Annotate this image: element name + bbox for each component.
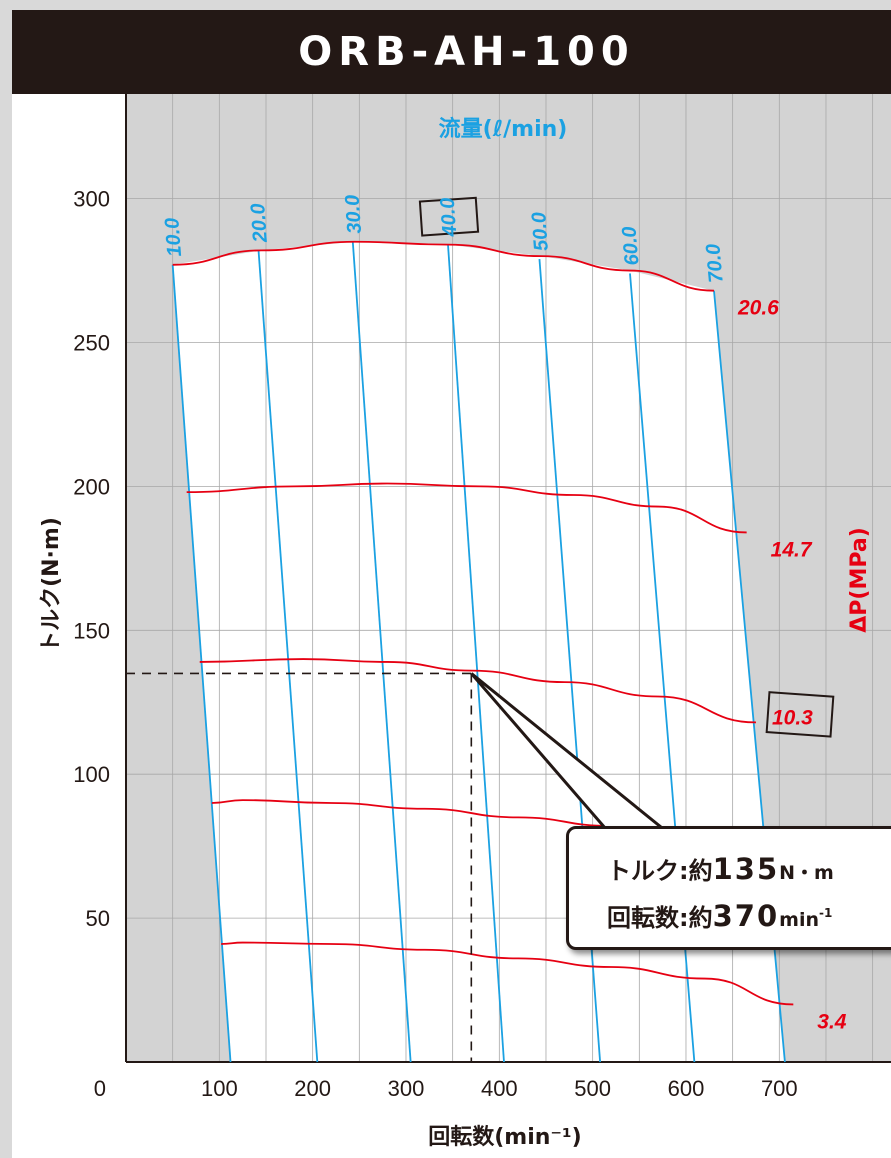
callout-speed-exponent: -1 bbox=[819, 906, 833, 920]
flow-line-label: 20.0 bbox=[247, 203, 272, 244]
x-tick-label: 700 bbox=[761, 1076, 798, 1101]
y-tick-label: 50 bbox=[86, 906, 110, 931]
flow-line-label: 70.0 bbox=[702, 243, 727, 284]
y-tick-label: 250 bbox=[73, 331, 110, 356]
x-tick-label: 300 bbox=[388, 1076, 425, 1101]
flow-line-label: 50.0 bbox=[528, 211, 553, 251]
callout-torque-unit: N・m bbox=[779, 862, 834, 884]
x-tick-label: 100 bbox=[201, 1076, 238, 1101]
operating-point-callout: トルク:約135N・m 回転数:約370min-1 bbox=[566, 826, 891, 950]
pressure-label-highlight-box bbox=[765, 691, 835, 738]
y-tick-label: 100 bbox=[73, 762, 110, 787]
callout-speed-value: 370 bbox=[712, 899, 780, 933]
chart-title: ORB-AH-100 bbox=[298, 29, 635, 75]
x-tick-label: 500 bbox=[574, 1076, 611, 1101]
y-tick-label: 150 bbox=[73, 618, 110, 643]
pressure-curve bbox=[172, 240, 714, 292]
flow-line bbox=[257, 250, 319, 1063]
callout-speed-label: 回転数:約 bbox=[607, 904, 713, 932]
x-axis-label: 回転数(min⁻¹) bbox=[428, 1124, 582, 1150]
pressure-curve-label: 3.4 bbox=[817, 1010, 847, 1033]
flow-line bbox=[351, 241, 412, 1063]
pressure-axis-label: ΔP(MPa) bbox=[847, 527, 872, 633]
flow-line bbox=[447, 244, 505, 1063]
x-tick-label: 200 bbox=[294, 1076, 331, 1101]
callout-speed-unit: min bbox=[779, 909, 819, 931]
y-tick-label: 200 bbox=[73, 474, 110, 499]
callout-torque-label: トルク:約 bbox=[607, 857, 713, 885]
callout-torque: トルク:約135N・m bbox=[607, 849, 891, 893]
y-tick-label: 300 bbox=[73, 187, 110, 212]
pressure-curve bbox=[186, 482, 747, 534]
callout-speed: 回転数:約370min-1 bbox=[607, 893, 891, 940]
x-tick-label: 600 bbox=[668, 1076, 705, 1101]
flow-line-label: 40.0 bbox=[437, 197, 462, 238]
flow-line-label: 60.0 bbox=[618, 226, 643, 267]
flow-label-highlight-box bbox=[418, 196, 480, 237]
pressure-curve bbox=[221, 941, 794, 1006]
title-bar: ORB-AH-100 bbox=[12, 10, 891, 94]
flow-line-label: 10.0 bbox=[161, 217, 186, 257]
flow-line bbox=[171, 264, 232, 1063]
x-tick-label: 400 bbox=[481, 1076, 518, 1101]
flow-axis-label: 流量(ℓ/min) bbox=[439, 116, 568, 142]
pressure-curve-label: 14.7 bbox=[771, 538, 813, 561]
pressure-curve-label: 10.3 bbox=[772, 706, 813, 729]
pressure-curve bbox=[199, 658, 756, 724]
y-tick-label: 0 bbox=[94, 1076, 106, 1101]
y-axis-label: トルク(N·m) bbox=[39, 517, 64, 653]
callout-torque-value: 135 bbox=[712, 852, 780, 886]
pressure-curve-label: 20.6 bbox=[737, 297, 779, 320]
flow-line-label: 30.0 bbox=[341, 194, 366, 234]
